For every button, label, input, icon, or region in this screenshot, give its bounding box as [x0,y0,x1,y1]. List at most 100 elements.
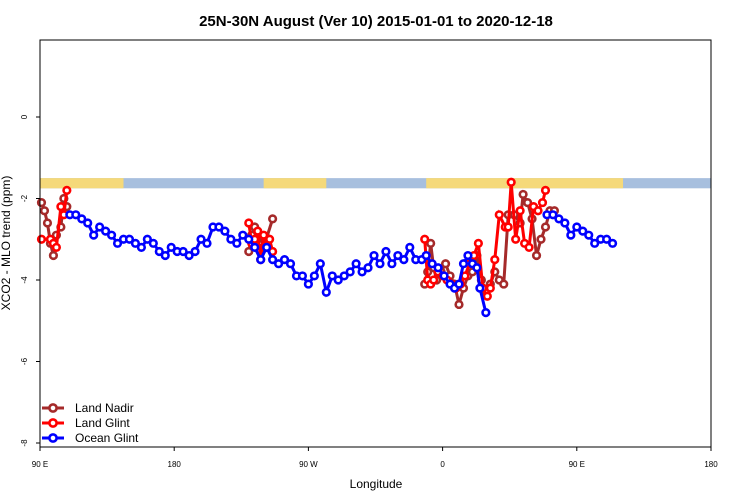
data-point [262,242,272,252]
data-point [458,259,469,269]
data-point [440,259,451,269]
data-point [154,246,164,257]
data-point [515,206,525,216]
data-point [39,206,50,216]
data-point [540,185,551,195]
legend-item: Land Nadir [42,401,134,415]
data-point [490,255,500,265]
legend-swatch-marker [48,418,58,428]
x-tick-label: 90 W [299,460,318,469]
legend-item: Land Glint [42,416,130,430]
y-tick-label: -2 [20,194,29,202]
y-axis-label: XCO2 - MLO trend (ppm) [0,176,13,311]
data-point [136,242,146,252]
series-layer [36,177,618,318]
x-axis-label: Longitude [350,477,403,491]
data-point [178,246,188,257]
data-point [256,255,266,265]
data-point [472,263,482,273]
data-point [83,218,93,228]
legend-label: Ocean Glint [75,431,139,445]
series-ocean-glint [65,210,618,318]
ocean-band [40,178,711,189]
data-point [503,222,513,232]
data-point [56,202,66,212]
legend-swatch-marker [48,433,58,443]
data-point [303,279,314,289]
data-point [101,226,111,236]
land-band-segment [263,178,327,189]
data-point [533,206,543,216]
y-axis: -8 -6 -4 -2 0 [20,114,40,447]
data-point [433,263,443,273]
data-point [420,234,430,244]
data-point [253,226,263,236]
data-point [36,197,47,208]
data-point [160,250,170,261]
data-point [214,222,224,232]
data-point [130,238,141,248]
x-tick-label: 180 [168,460,182,469]
data-point [393,250,403,261]
data-point [232,238,242,248]
data-point [494,210,504,220]
data-point [297,271,308,281]
data-point [142,234,152,244]
x-tick-label: 0 [440,460,445,469]
land-band-segment [40,178,124,189]
x-axis: 90 E 180 90 W 0 90 E 180 [32,447,718,469]
data-point [339,271,349,281]
data-point [399,255,409,265]
data-point [454,279,464,289]
data-point [537,197,548,208]
data-point [333,275,343,285]
data-point [531,250,542,261]
data-point [524,242,534,252]
data-point [381,246,391,257]
data-point [506,177,516,187]
y-tick-label: -4 [20,276,29,284]
data-point [321,287,331,297]
data-point [485,283,495,293]
data-point [363,263,373,273]
x-tick-label: 90 E [569,460,585,469]
data-point [268,255,278,265]
data-point [166,242,176,252]
land-ocean-band [40,178,711,189]
data-point [511,234,521,244]
x-tick-label: 180 [704,460,718,469]
legend-swatch-marker [48,403,58,413]
data-point [463,250,473,261]
data-point [48,250,59,261]
data-point [536,234,546,244]
data-point [184,250,194,261]
data-point [345,267,355,277]
data-point [439,271,449,281]
data-point [244,234,254,244]
data-point [499,279,509,289]
data-point [578,226,588,236]
land-band-segment [426,178,624,189]
data-point [548,210,558,220]
data-point [124,234,135,244]
data-point [89,230,99,240]
data-point [607,238,618,248]
y-tick-label: 0 [20,114,29,119]
data-point [454,299,464,310]
data-point [475,283,485,293]
data-point [375,259,385,269]
data-point [584,230,594,240]
data-point [572,222,582,232]
data-point [518,189,528,200]
data-point [387,259,397,269]
y-tick-label: -6 [20,357,29,365]
data-point [357,267,367,277]
data-point [95,222,105,232]
data-point [421,250,431,261]
data-point [315,259,325,269]
data-point [106,230,117,240]
data-point [244,218,254,228]
legend-label: Land Nadir [75,401,134,415]
data-point [42,218,53,228]
